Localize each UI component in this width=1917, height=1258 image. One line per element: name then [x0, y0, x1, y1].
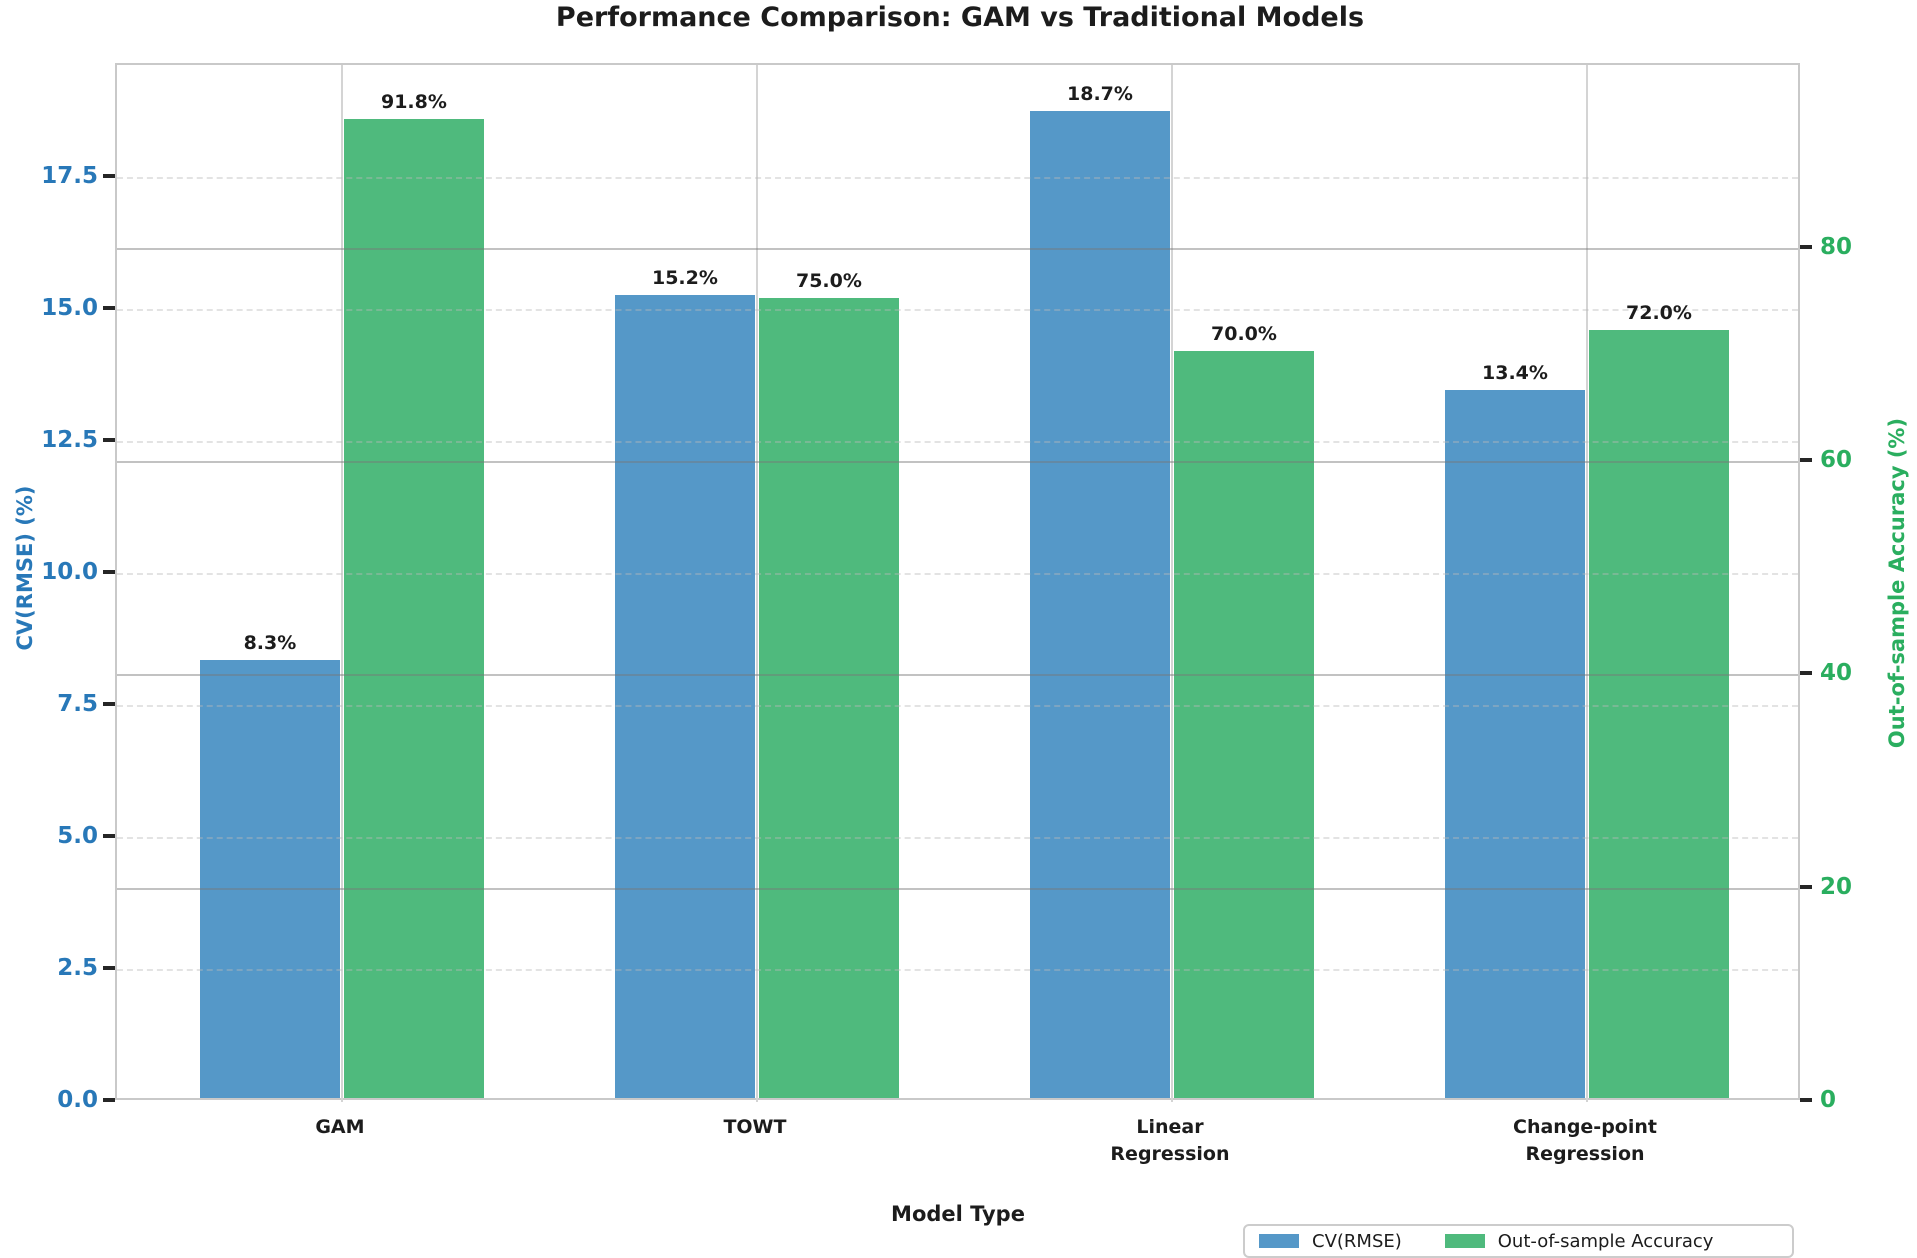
x-tick-label-towt: TOWT	[723, 1116, 787, 1138]
x-tick-label-linear-regression: Linear Regression	[1110, 1116, 1230, 1165]
left-tick-label-17.5: 17.5	[41, 162, 98, 189]
bar-value-label-out-of-sample-accuracy-gam: 91.8%	[380, 90, 447, 113]
left-tick-label-5: 5.0	[57, 822, 98, 849]
left-tick-label-2.5: 2.5	[57, 954, 98, 981]
gridline-dashed-left-5	[117, 836, 1798, 839]
x-tick-label-change-point-regression: Change-point Regression	[1513, 1116, 1657, 1165]
x-axis-label: Model Type	[891, 1202, 1025, 1226]
bar-cv-rmse-change-point-regression	[1444, 390, 1585, 1098]
right-tick-mark-0	[1800, 1098, 1812, 1102]
bar-value-label-cv-rmse-towt: 15.2%	[651, 267, 718, 290]
plot-area: 8.3% 15.2% 18.7% 13.4% 91.8% 75.0% 70.0% 72.0%	[115, 63, 1800, 1102]
bar-out-of-sample-accuracy-gam	[343, 118, 484, 1098]
right-tick-mark-80	[1800, 244, 1812, 249]
legend-label-accuracy: Out-of-sample Accuracy	[1497, 1230, 1714, 1252]
gridline-solid-right-60	[117, 460, 1798, 463]
gridline-dashed-left-10	[117, 572, 1798, 575]
legend-label-cvrmse: CV(RMSE)	[1312, 1230, 1402, 1252]
legend-swatch-accuracy	[1444, 1234, 1485, 1248]
right-tick-mark-40	[1800, 671, 1812, 676]
bar-value-label-out-of-sample-accuracy-towt: 75.0%	[795, 269, 862, 292]
legend: CV(RMSE) Out-of-sample Accuracy	[1243, 1224, 1794, 1258]
vertical-gridline-gam	[340, 65, 343, 1102]
gridline-dashed-left-12.5	[117, 440, 1798, 443]
left-tick-mark-0	[103, 1098, 115, 1102]
right-tick-mark-20	[1800, 884, 1812, 889]
bar-out-of-sample-accuracy-linear-regression	[1173, 351, 1314, 1098]
right-tick-mark-60	[1800, 457, 1812, 462]
left-tick-mark-12.5	[103, 437, 115, 442]
left-tick-mark-15	[103, 305, 115, 310]
right-tick-label-60: 60	[1820, 446, 1853, 473]
vertical-gridline-linear-regression	[1170, 65, 1173, 1102]
chart-title: Performance Comparison: GAM vs Tradition…	[555, 2, 1365, 33]
left-tick-label-7.5: 7.5	[57, 690, 98, 717]
bar-value-label-cv-rmse-linear-regression: 18.7%	[1067, 82, 1133, 105]
bar-cv-rmse-gam	[199, 659, 340, 1098]
left-y-axis-label: CV(RMSE) (%)	[13, 485, 37, 651]
vertical-gridline-change-point-regression	[1585, 65, 1588, 1102]
bar-value-label-out-of-sample-accuracy-change-point-regression: 72.0%	[1626, 301, 1692, 324]
right-tick-label-0: 0	[1820, 1087, 1837, 1113]
legend-swatch-cvrmse	[1259, 1234, 1299, 1248]
x-tick-label-gam: GAM	[315, 1116, 365, 1138]
bar-out-of-sample-accuracy-towt	[758, 297, 899, 1098]
gridline-dashed-left-7.5	[117, 704, 1798, 707]
bar-cv-rmse-towt	[614, 295, 755, 1098]
left-tick-mark-7.5	[103, 701, 115, 706]
gridline-dashed-left-2.5	[117, 968, 1798, 971]
left-tick-label-15: 15.0	[41, 294, 98, 321]
left-tick-mark-17.5	[103, 173, 115, 178]
right-y-axis-label: Out-of-sample Accuracy (%)	[1885, 417, 1909, 749]
gridline-solid-right-40	[117, 674, 1798, 677]
bar-value-label-cv-rmse-change-point-regression: 13.4%	[1482, 362, 1548, 385]
gridline-dashed-left-15	[117, 308, 1798, 311]
bar-value-label-out-of-sample-accuracy-linear-regression: 70.0%	[1211, 323, 1277, 346]
left-tick-label-10: 10.0	[41, 558, 98, 585]
gridline-solid-right-20	[117, 887, 1798, 890]
gridline-solid-right-80	[117, 247, 1798, 250]
left-tick-mark-5	[103, 833, 115, 838]
vertical-gridline-towt	[755, 65, 758, 1102]
left-tick-mark-10	[103, 569, 115, 574]
left-tick-mark-2.5	[103, 965, 115, 970]
right-tick-label-40: 40	[1820, 660, 1853, 687]
left-tick-label-0: 0.0	[57, 1087, 98, 1113]
bar-out-of-sample-accuracy-change-point-regression	[1588, 329, 1729, 1098]
bar-cv-rmse-linear-regression	[1029, 110, 1170, 1098]
right-tick-label-20: 20	[1820, 873, 1853, 900]
right-tick-label-80: 80	[1820, 233, 1853, 260]
left-tick-label-12.5: 12.5	[41, 426, 98, 453]
gridline-dashed-left-17.5	[117, 176, 1798, 179]
bar-value-label-cv-rmse-gam: 8.3%	[243, 631, 297, 654]
